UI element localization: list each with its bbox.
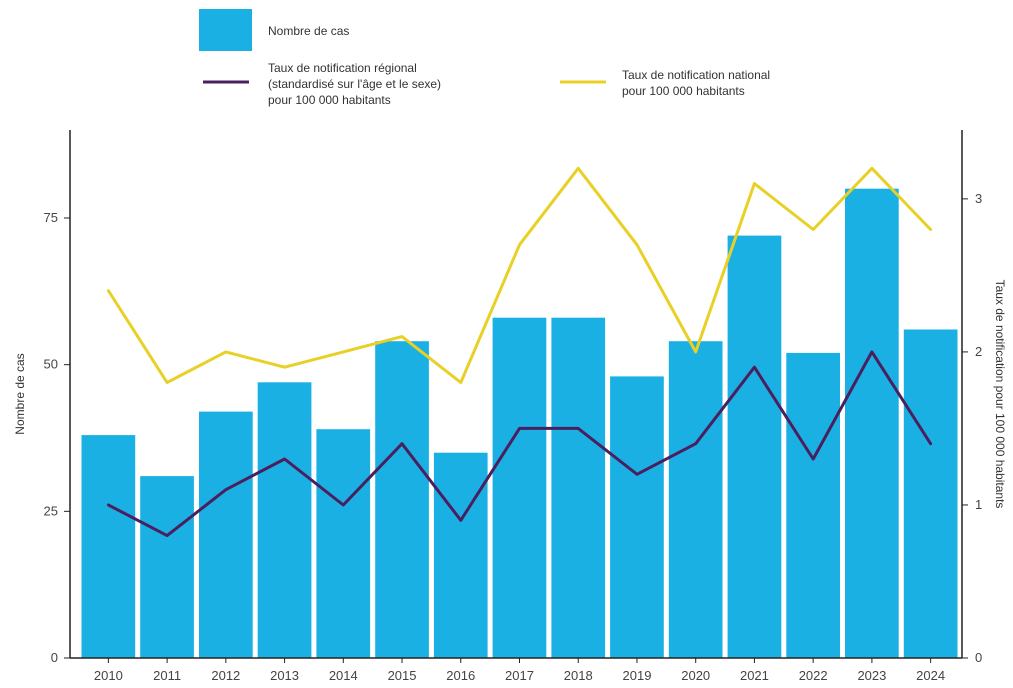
- bar-2014: [316, 429, 371, 658]
- x-tick-label-2016: 2016: [446, 668, 475, 683]
- legend-label-regional-2: (standardisé sur l'âge et le sexe): [268, 77, 441, 91]
- bar-2012: [199, 411, 253, 658]
- x-tick-label-2014: 2014: [329, 668, 358, 683]
- lines-layer: [106, 166, 933, 538]
- x-tick-label-2021: 2021: [740, 668, 769, 683]
- legend-label-bars: Nombre de cas: [268, 24, 349, 38]
- bar-2021: [727, 235, 782, 658]
- bar-2015: [375, 341, 429, 658]
- x-tick-label-2018: 2018: [564, 668, 593, 683]
- bar-2024: [903, 329, 958, 658]
- x-tick-label-2013: 2013: [270, 668, 299, 683]
- bar-2020: [668, 341, 723, 658]
- y-right-tick-label-1: 1: [975, 497, 982, 512]
- regional-rate-line: [106, 350, 933, 538]
- y-axis-left-title: Nombre de cas: [13, 353, 27, 434]
- ticks-layer: 2010 2011 2012 2013 2014 2015 2016 2017 2018 2019…: [44, 191, 983, 683]
- legend: Nombre de cas Taux de notification régio…: [199, 9, 770, 107]
- y-right-tick-label-0: 0: [975, 650, 982, 665]
- bar-2016: [433, 452, 488, 658]
- legend-label-national-1: Taux de notification national: [622, 68, 770, 82]
- bars-layer: [81, 188, 958, 658]
- x-tick-label-2023: 2023: [857, 668, 886, 683]
- x-tick-label-2022: 2022: [799, 668, 828, 683]
- x-tick-label-2012: 2012: [211, 668, 240, 683]
- national-rate-line: [106, 166, 933, 384]
- bar-2011: [140, 476, 194, 658]
- bar-2019: [610, 376, 664, 658]
- bar-2022: [786, 352, 840, 658]
- bar-2023: [845, 188, 899, 658]
- y-left-tick-label-25: 25: [44, 503, 58, 518]
- y-right-tick-label-2: 2: [975, 344, 982, 359]
- x-tick-label-2010: 2010: [94, 668, 123, 683]
- legend-label-regional-3: pour 100 000 habitants: [268, 93, 391, 107]
- legend-swatch-bars: [199, 9, 252, 51]
- y-left-tick-label-50: 50: [44, 357, 58, 372]
- y-axis-right-title: Taux de notification pour 100 000 habita…: [993, 280, 1007, 509]
- y-left-tick-label-0: 0: [51, 650, 58, 665]
- y-right-tick-label-3: 3: [975, 191, 982, 206]
- bar-2013: [257, 382, 312, 658]
- x-tick-label-2020: 2020: [681, 668, 710, 683]
- x-tick-label-2019: 2019: [623, 668, 652, 683]
- x-tick-label-2011: 2011: [153, 668, 181, 683]
- legend-label-national-2: pour 100 000 habitants: [622, 84, 745, 98]
- x-tick-label-2024: 2024: [916, 668, 945, 683]
- bar-2018: [551, 317, 606, 658]
- legend-label-regional-1: Taux de notification régional: [268, 61, 417, 75]
- y-left-tick-label-75: 75: [44, 210, 58, 225]
- bar-2010: [81, 435, 136, 658]
- x-tick-label-2017: 2017: [505, 668, 534, 683]
- x-tick-label-2015: 2015: [388, 668, 417, 683]
- bar-2017: [492, 317, 547, 658]
